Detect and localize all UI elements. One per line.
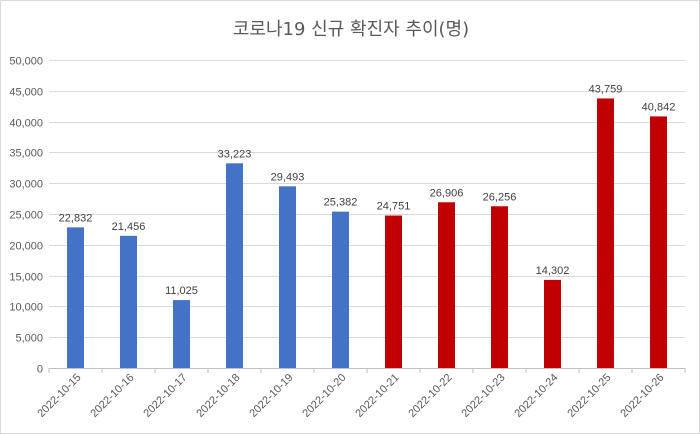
bar [120, 235, 137, 368]
data-label: 14,302 [536, 265, 570, 277]
data-label: 22,832 [59, 212, 93, 224]
x-axis-ticks: 2022-10-15 2022-10-16 2022-10-17 2022-10-18… [35, 368, 686, 420]
y-tick-label: 20,000 [9, 241, 43, 253]
bar [226, 163, 243, 368]
bar [597, 98, 614, 369]
x-tick-label: 2022-10-18 [194, 372, 242, 420]
data-label: 24,751 [377, 201, 411, 213]
y-tick-label: 35,000 [9, 148, 43, 160]
data-label: 29,493 [271, 171, 305, 183]
x-tick-label: 2022-10-15 [35, 372, 83, 420]
x-tick-label: 2022-10-16 [88, 372, 136, 420]
chart-title: 코로나19 신규 확진자 추이(명) [233, 19, 469, 40]
x-tick-label: 2022-10-19 [247, 372, 295, 420]
y-tick-label: 50,000 [9, 56, 43, 68]
x-tick-label: 2022-10-24 [512, 372, 560, 420]
x-tick-label: 2022-10-26 [618, 372, 666, 420]
y-tick-label: 0 [37, 364, 43, 376]
bar [332, 211, 349, 368]
bars [67, 98, 667, 369]
y-tick-label: 30,000 [9, 179, 43, 191]
data-labels: 22,832 21,456 11,025 33,223 29,493 25,382 24,7… [59, 83, 676, 297]
data-label: 11,025 [165, 285, 198, 297]
bar [67, 227, 84, 368]
data-label: 26,906 [430, 187, 464, 199]
bar [491, 206, 508, 368]
data-label: 25,382 [324, 197, 358, 209]
data-label: 40,842 [642, 101, 676, 113]
bar [279, 186, 296, 368]
bar [438, 202, 455, 368]
data-label: 21,456 [112, 221, 146, 233]
y-tick-label: 25,000 [9, 210, 43, 222]
x-tick-label: 2022-10-17 [141, 372, 189, 420]
bar [544, 279, 561, 368]
bar [173, 300, 190, 368]
x-tick-label: 2022-10-25 [565, 372, 613, 420]
x-tick-label: 2022-10-21 [353, 372, 401, 420]
y-tick-label: 15,000 [9, 272, 43, 284]
x-tick-label: 2022-10-23 [459, 372, 507, 420]
y-axis-ticks: 0 5,000 10,000 15,000 20,000 25,000 30,000 35,0… [9, 56, 43, 376]
gridlines [49, 60, 685, 369]
data-label: 33,223 [218, 148, 252, 160]
x-tick-label: 2022-10-22 [406, 372, 454, 420]
data-label: 26,256 [483, 191, 517, 203]
y-tick-label: 10,000 [9, 302, 43, 314]
bar [650, 116, 667, 369]
y-tick-label: 45,000 [9, 87, 43, 99]
y-tick-label: 5,000 [15, 333, 43, 345]
bar [385, 215, 402, 368]
data-label: 43,759 [589, 83, 623, 95]
x-tick-label: 2022-10-20 [300, 372, 348, 420]
y-tick-label: 40,000 [9, 118, 43, 130]
